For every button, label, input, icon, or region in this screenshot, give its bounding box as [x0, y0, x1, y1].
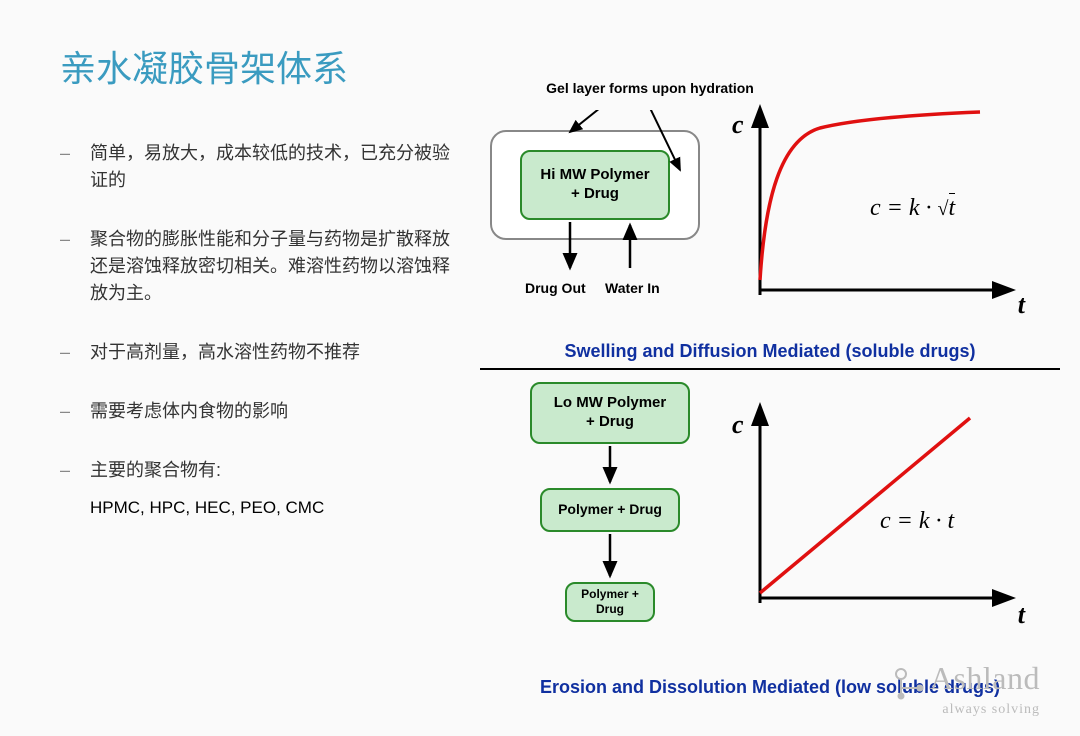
gel-layer-label: Gel layer forms upon hydration	[520, 80, 780, 96]
bullet-text: 简单，易放大，成本较低的技术，已充分被验证的	[90, 140, 460, 194]
bullet-text: 主要的聚合物有:	[90, 457, 460, 484]
bullet-text: 需要考虑体内食物的影响	[90, 398, 460, 425]
bullet-text: 对于高剂量，高水溶性药物不推荐	[90, 339, 460, 366]
panel1-caption: Swelling and Diffusion Mediated (soluble…	[480, 341, 1060, 362]
y-axis-label: c	[732, 110, 744, 140]
panel2-arrows	[500, 378, 710, 658]
bullet-item: ‒ 简单，易放大，成本较低的技术，已充分被验证的	[60, 140, 460, 194]
swelling-diffusion-panel: Gel layer forms upon hydration Hi MW Pol…	[480, 80, 1060, 370]
bullet-dash: ‒	[60, 398, 90, 425]
bullet-item: ‒ 对于高剂量，高水溶性药物不推荐	[60, 339, 460, 366]
ashland-logo: Ashland always solving	[892, 660, 1040, 718]
bullet-text: 聚合物的膨胀性能和分子量与药物是扩散释放还是溶蚀释放密切相关。难溶性药物以溶蚀释…	[90, 226, 460, 307]
water-in-label: Water In	[605, 280, 660, 296]
equation-linear: c = k · t	[880, 508, 954, 535]
bullet-dash: ‒	[60, 339, 90, 366]
bullet-item: ‒ 需要考虑体内食物的影响	[60, 398, 460, 425]
bullet-item: ‒ 主要的聚合物有:	[60, 457, 460, 484]
bullet-dash: ‒	[60, 226, 90, 307]
panel1-arrows	[480, 110, 720, 310]
bullet-dash: ‒	[60, 457, 90, 484]
y-axis-label-2: c	[732, 410, 744, 440]
logo-tagline: always solving	[892, 702, 1040, 718]
x-axis-label-2: t	[1018, 600, 1025, 630]
logo-brand: Ashland	[930, 660, 1040, 696]
erosion-dissolution-panel: Lo MW Polymer + Drug Polymer + Drug Poly…	[480, 378, 1060, 698]
polymer-list: HPMC, HPC, HEC, PEO, CMC	[90, 498, 460, 518]
bullet-item: ‒ 聚合物的膨胀性能和分子量与药物是扩散释放还是溶蚀释放密切相关。难溶性药物以溶…	[60, 226, 460, 307]
bullet-list: ‒ 简单，易放大，成本较低的技术，已充分被验证的 ‒ 聚合物的膨胀性能和分子量与…	[60, 140, 460, 518]
drug-out-label: Drug Out	[525, 280, 586, 296]
equation-sqrt: c = k · √t	[870, 195, 955, 222]
bullet-dash: ‒	[60, 140, 90, 194]
x-axis-label: t	[1018, 290, 1025, 320]
erosion-chart: c t c = k · t	[750, 398, 1030, 628]
swelling-chart: c t c = k · √t	[750, 100, 1030, 320]
